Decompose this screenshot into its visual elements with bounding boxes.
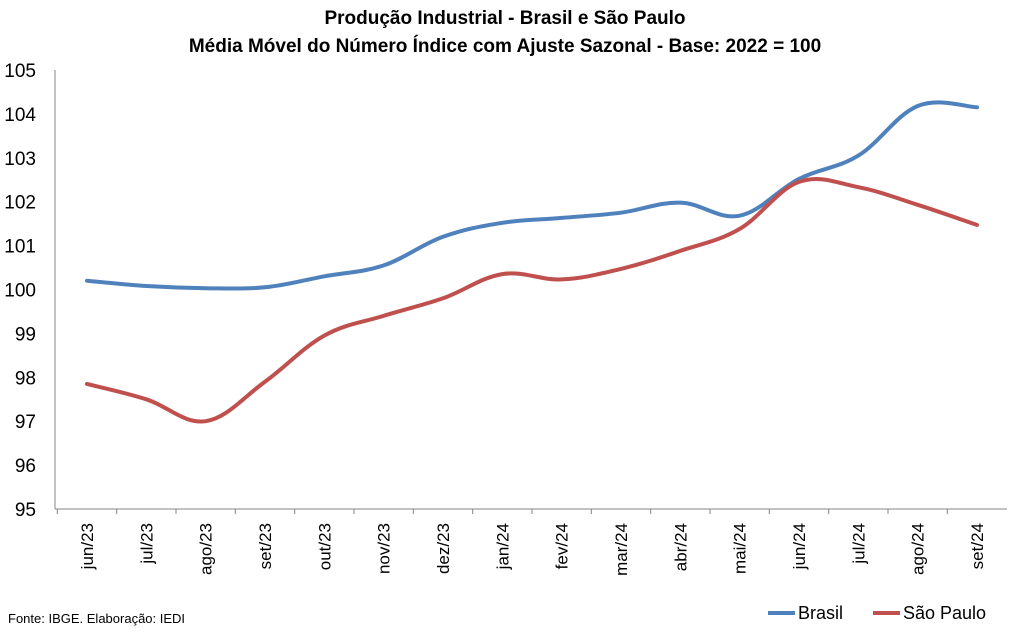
y-axis-ticks: 95 96 97 98 99 100 101 102 103 104 105 bbox=[4, 61, 36, 521]
y-tick-label: 104 bbox=[4, 105, 36, 126]
source-note: Fonte: IBGE. Elaboração: IEDI bbox=[8, 611, 185, 626]
y-tick-label: 96 bbox=[15, 456, 36, 477]
y-tick-label: 105 bbox=[4, 61, 36, 82]
x-tick-label: dez/23 bbox=[434, 523, 453, 574]
x-tick-label: ago/23 bbox=[197, 523, 216, 575]
axes bbox=[54, 70, 1007, 510]
x-tick-label: jun/24 bbox=[790, 523, 809, 570]
x-tick-label: mar/24 bbox=[612, 523, 631, 576]
y-tick-label: 103 bbox=[4, 149, 36, 170]
y-tick-label: 97 bbox=[15, 412, 36, 433]
legend-label-sao-paulo: São Paulo bbox=[903, 603, 986, 623]
x-tick-label: abr/24 bbox=[671, 523, 690, 571]
y-tick-label: 99 bbox=[15, 324, 36, 345]
y-tick-label: 98 bbox=[15, 368, 36, 389]
legend-label-brasil: Brasil bbox=[798, 603, 843, 623]
x-tick-label: set/23 bbox=[256, 523, 275, 569]
x-tick-label: out/23 bbox=[315, 523, 334, 570]
chart-subtitle: Média Móvel do Número Índice com Ajuste … bbox=[189, 35, 821, 57]
x-tick-label: nov/23 bbox=[375, 523, 394, 574]
x-tick-label: mai/24 bbox=[731, 523, 750, 574]
y-tick-label: 101 bbox=[4, 237, 36, 258]
y-tick-label: 102 bbox=[4, 193, 36, 214]
legend: Brasil São Paulo bbox=[768, 603, 986, 623]
x-tick-label: jul/24 bbox=[849, 523, 868, 565]
series-line-brasil bbox=[85, 100, 979, 291]
x-tick-label: jul/23 bbox=[137, 523, 156, 565]
x-tick-label: fev/24 bbox=[553, 523, 572, 569]
y-tick-label: 100 bbox=[4, 281, 36, 302]
x-tick-label: jun/23 bbox=[78, 523, 97, 570]
x-tick-label: jan/24 bbox=[493, 523, 512, 570]
chart-title: Produção Industrial - Brasil e São Paulo bbox=[324, 8, 685, 29]
series-line-sao-paulo bbox=[85, 176, 979, 424]
x-tick-label: set/24 bbox=[968, 523, 987, 569]
x-tick-label: ago/24 bbox=[909, 523, 928, 575]
x-axis-ticks: jun/23 jul/23 ago/23 set/23 out/23 nov/23 dez/… bbox=[56, 509, 987, 576]
series-lines bbox=[85, 100, 979, 424]
y-tick-label: 95 bbox=[15, 500, 36, 521]
